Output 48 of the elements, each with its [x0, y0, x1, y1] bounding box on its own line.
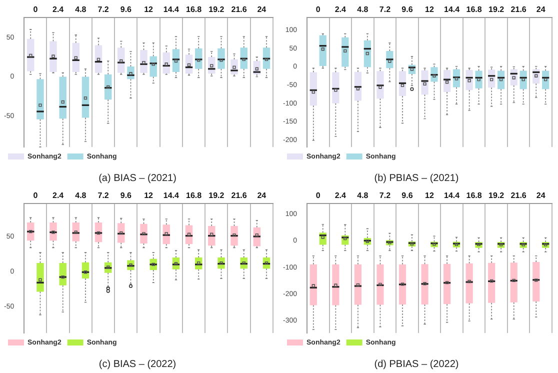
- x-tick-label: 24: [257, 191, 267, 200]
- x-tick-label: 14.4: [444, 5, 460, 14]
- x-tick-label: 9.6: [120, 5, 132, 14]
- x-tick-label: 19.2: [488, 191, 505, 200]
- x-tick-label: 2.4: [52, 191, 64, 200]
- x-tick-label: 21.6: [231, 5, 248, 14]
- x-tick-label: 7.2: [98, 5, 110, 14]
- x-tick-label: 19.2: [208, 191, 225, 200]
- x-tick-label: 7.2: [379, 191, 392, 200]
- x-tick-label: 19.2: [488, 5, 505, 14]
- x-tick-label: 12: [144, 5, 154, 14]
- x-tick-label: 12: [425, 5, 434, 14]
- x-tick-label: 14.4: [444, 191, 460, 200]
- x-tick-label: 2.4: [334, 5, 347, 14]
- x-tick-label: 16.8: [186, 191, 202, 200]
- x-tick-label: 2.4: [52, 5, 64, 14]
- x-tick-label: 16.8: [466, 5, 482, 14]
- text: (d) PBIAS – (2022): [374, 358, 459, 370]
- x-tick-label: 4.8: [75, 5, 87, 14]
- x-tick-label: 4.8: [357, 5, 369, 14]
- x-tick-label: 2.4: [334, 191, 347, 200]
- x-tick-label: 0: [33, 191, 38, 200]
- x-tick-label: 24: [536, 191, 546, 200]
- x-tick-label: 12: [425, 191, 434, 200]
- x-tick-label: 7.2: [379, 5, 392, 14]
- x-tick-label: 24: [536, 5, 546, 14]
- x-tick-label: 14.4: [163, 191, 180, 200]
- x-tick-label: 21.6: [231, 191, 248, 200]
- text: (a) BIAS – (2021): [98, 172, 176, 184]
- x-tick-label: 9.6: [402, 5, 414, 14]
- x-tick-label: 0: [316, 191, 321, 200]
- x-tick-label: 14.4: [163, 5, 180, 14]
- x-tick-label: 4.8: [75, 191, 87, 200]
- x-tick-label: 4.8: [357, 191, 369, 200]
- x-tick-label: 12: [144, 191, 154, 200]
- x-tick-label: 21.6: [510, 191, 527, 200]
- x-tick-label: 21.6: [510, 5, 527, 14]
- text: (b) PBIAS – (2021): [374, 172, 459, 184]
- x-tick-label: 0: [316, 5, 321, 14]
- x-tick-label: 16.8: [186, 5, 202, 14]
- x-tick-label: 7.2: [98, 191, 110, 200]
- text: (c) BIAS – (2022): [98, 358, 176, 370]
- x-tick-label: 16.8: [466, 191, 482, 200]
- x-tick-label: 9.6: [120, 191, 132, 200]
- x-tick-label: 9.6: [402, 191, 414, 200]
- x-tick-label: 24: [257, 5, 267, 14]
- x-tick-label: 19.2: [208, 5, 225, 14]
- x-tick-label: 0: [33, 5, 38, 14]
